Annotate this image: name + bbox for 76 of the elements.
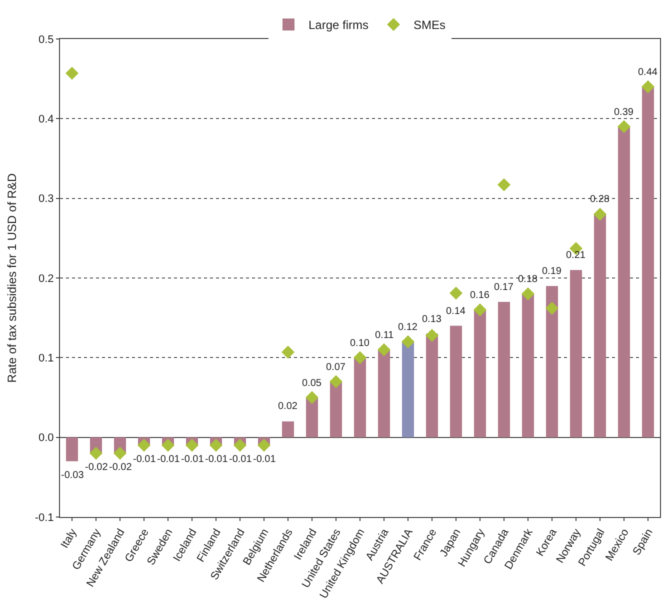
bar [450,326,462,438]
point [354,351,366,364]
data-label: 0.07 [326,362,346,373]
point [138,438,150,452]
point [258,438,270,452]
data-label: -0.01 [205,454,228,465]
bar [546,286,558,438]
point [546,302,558,315]
bar [618,126,630,438]
data-label: -0.02 [85,462,108,473]
y-tick-label: 0.2 [38,272,54,285]
bar [378,350,390,438]
legend-label: SMEs [414,18,446,32]
bar [66,437,78,462]
data-label: -0.01 [157,454,180,465]
data-label: 0.11 [375,330,394,341]
data-label: -0.02 [109,462,132,473]
data-label: 0.39 [614,107,634,118]
data-label: -0.01 [133,454,156,465]
point [450,286,462,300]
bar [642,86,654,438]
y-tick-label: 0.5 [38,34,54,46]
y-tick-label: 0.4 [38,114,54,126]
bar [594,214,606,438]
legend-label: Large firms [308,18,369,32]
point [402,335,414,348]
data-label: 0.13 [422,314,442,325]
data-label: 0.18 [518,274,538,285]
point [282,346,294,359]
data-label: 0.12 [398,322,418,333]
bar [522,294,534,438]
data-label: -0.01 [181,454,204,465]
bar [402,342,414,438]
y-tick-label: -0.1 [34,512,54,524]
data-label: 0.05 [302,378,322,389]
y-tick-label: 0.0 [38,432,54,444]
data-label: -0.01 [229,454,252,465]
data-label: 0.17 [494,282,514,293]
point [330,375,342,388]
data-label: 0.44 [638,67,658,78]
bar [474,310,486,438]
point [90,446,102,460]
point [378,343,390,356]
point [162,438,174,452]
point [498,178,510,192]
y-axis-title: Rate of tax subsidies for 1 USD of R&D [5,172,20,383]
data-label: -0.03 [61,470,84,481]
bar [498,302,510,438]
point [234,438,246,452]
point [114,446,126,460]
point [210,438,222,452]
point [594,208,606,221]
bar [570,270,582,438]
point [474,303,486,316]
bar [330,382,342,438]
bar [426,334,438,438]
data-label: 0.14 [446,306,466,317]
data-label: 0.28 [590,194,610,205]
point [426,328,438,342]
point [66,66,78,80]
point [618,120,630,134]
bar [354,358,366,438]
data-label: -0.01 [253,454,276,465]
data-label: 0.19 [542,266,562,277]
point [522,287,534,300]
point [642,80,654,94]
data-label: 0.02 [278,401,298,412]
point [186,438,198,452]
bar [282,421,294,438]
point [306,391,318,404]
y-tick-label: 0.1 [38,352,54,365]
bar [306,398,318,438]
data-label: 0.16 [470,290,490,301]
data-label: 0.10 [350,338,370,349]
y-tick-label: 0.3 [38,193,54,206]
data-label: 0.21 [566,250,586,261]
